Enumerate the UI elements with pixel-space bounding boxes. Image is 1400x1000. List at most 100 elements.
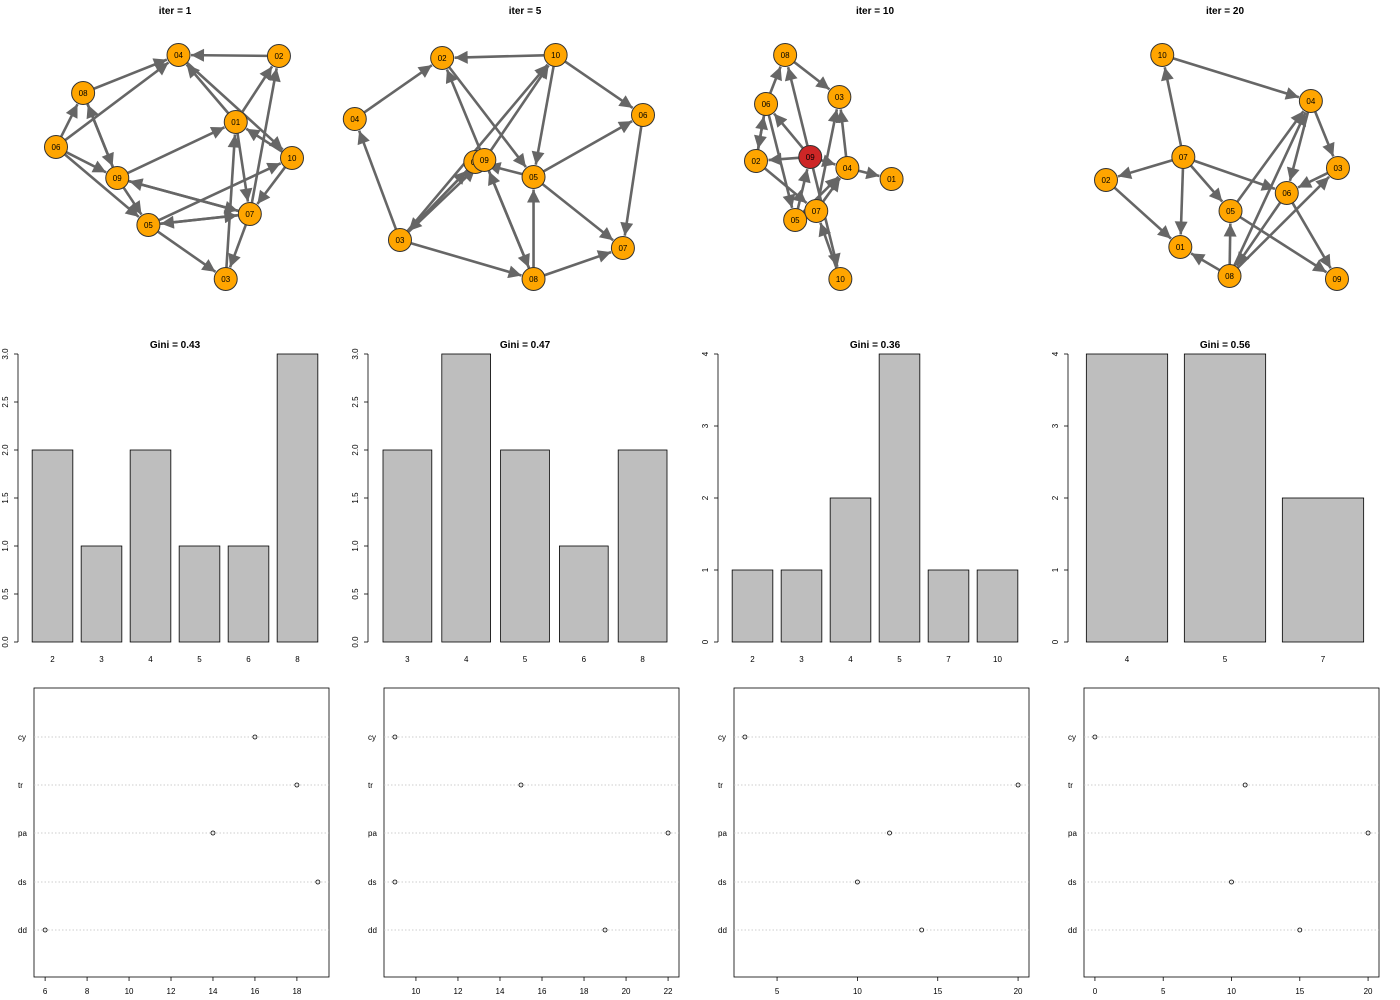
node-label: 02 xyxy=(274,52,283,61)
node xyxy=(387,228,412,252)
node-label: 08 xyxy=(79,89,88,98)
node-label: 10 xyxy=(288,154,297,163)
edge xyxy=(542,120,633,173)
y-tick-label: 0.0 xyxy=(1,636,10,648)
dot-panel: cy tr pa ds dd 10 12 14 16 18 20 22 xyxy=(368,687,680,996)
edge xyxy=(796,168,811,210)
bar-title: Gini = 0.56 xyxy=(1200,340,1251,351)
dot-row-label: dd xyxy=(1068,926,1077,935)
y-tick-label: 1 xyxy=(1051,567,1060,572)
node xyxy=(773,43,798,67)
x-tick-label: 3 xyxy=(799,655,804,664)
dot-point xyxy=(742,734,748,740)
node-label: 09 xyxy=(480,156,489,165)
bar xyxy=(1085,353,1169,643)
node xyxy=(44,135,68,159)
x-tick-label: 20 xyxy=(622,987,631,996)
y-tick-label: 2 xyxy=(1051,495,1060,500)
node-label: 10 xyxy=(836,275,845,284)
bar-panel: Gini = 0.36 0 1 2 3 4 2 3 4 5 7 10 xyxy=(701,340,1019,664)
node xyxy=(828,267,853,291)
x-tick-label: 2 xyxy=(50,655,55,664)
dot-row-label: pa xyxy=(368,829,377,838)
dot-point xyxy=(1297,927,1303,933)
edge xyxy=(489,64,550,152)
y-tick-label: 0.5 xyxy=(351,588,360,600)
y-tick-label: 1 xyxy=(701,567,710,572)
node-label: 09 xyxy=(113,174,122,183)
x-tick-label: 20 xyxy=(1014,987,1023,996)
dot-point xyxy=(665,830,671,836)
node-label: 07 xyxy=(1179,153,1188,162)
edge xyxy=(769,66,782,94)
node-label: 07 xyxy=(812,207,821,216)
node-label: 02 xyxy=(1102,176,1111,185)
node-label: 06 xyxy=(52,143,61,152)
node-label: 06 xyxy=(639,111,648,120)
edge xyxy=(1172,57,1300,100)
edge xyxy=(240,65,274,114)
edge xyxy=(1236,110,1305,203)
node xyxy=(543,43,568,67)
x-tick-label: 5 xyxy=(775,987,780,996)
x-tick-label: 10 xyxy=(993,655,1002,664)
edge xyxy=(448,66,527,168)
node-label: 07 xyxy=(245,210,254,219)
x-tick-label: 18 xyxy=(580,987,589,996)
node-label: 04 xyxy=(1306,97,1315,106)
dot-point xyxy=(854,879,860,885)
network-title: iter = 5 xyxy=(509,6,542,17)
dot-row-label: ds xyxy=(368,878,376,887)
edge xyxy=(487,170,530,268)
dot-point xyxy=(315,879,321,885)
node xyxy=(827,85,852,109)
x-tick-label: 5 xyxy=(1161,987,1166,996)
bar xyxy=(617,449,668,643)
y-tick-label: 3.0 xyxy=(1,348,10,360)
node xyxy=(1298,89,1323,113)
node xyxy=(1094,168,1118,192)
edge xyxy=(1117,159,1173,179)
dot-panel: cy tr pa ds dd 5 10 15 20 xyxy=(718,687,1030,996)
node xyxy=(237,202,262,226)
plot-frame xyxy=(33,687,330,978)
node-label: 05 xyxy=(529,173,538,182)
dot-panel: cy tr pa ds dd 0 5 10 15 20 xyxy=(1068,687,1380,996)
dot-row-label: tr xyxy=(18,781,23,790)
edge xyxy=(1233,111,1307,267)
dot-row-label: tr xyxy=(368,781,373,790)
bar-title: Gini = 0.36 xyxy=(850,340,901,351)
edge xyxy=(445,69,482,150)
network-panel: iter = 20 01 02 03 04 05 06 07 08 09 10 xyxy=(1094,6,1350,291)
dot-row-label: tr xyxy=(718,781,723,790)
dot-row-label: pa xyxy=(718,829,727,838)
x-tick-label: 8 xyxy=(640,655,645,664)
node xyxy=(798,145,823,169)
node-label: 02 xyxy=(438,54,447,63)
x-tick-label: 8 xyxy=(85,987,90,996)
x-tick-label: 6 xyxy=(246,655,251,664)
edge xyxy=(1291,202,1332,269)
edge xyxy=(1189,164,1224,203)
node-label: 10 xyxy=(551,51,560,60)
edge xyxy=(543,250,612,277)
x-tick-label: 4 xyxy=(148,655,153,664)
node-label: 07 xyxy=(618,244,627,253)
plot-frame xyxy=(733,687,1030,978)
dot-point xyxy=(887,830,892,836)
dot-point xyxy=(294,782,300,788)
dot-row-label: ds xyxy=(718,878,726,887)
edge xyxy=(160,213,239,229)
dot-row-label: cy xyxy=(718,733,726,742)
node-label: 05 xyxy=(1226,207,1235,216)
node-label: 01 xyxy=(1176,243,1185,252)
bar-panel: Gini = 0.47 0.0 0.5 1.0 1.5 2.0 2.5 3.0 3 4 5 6 8 xyxy=(351,340,668,664)
edge xyxy=(407,169,469,232)
node xyxy=(1150,43,1175,67)
y-tick-label: 2.0 xyxy=(351,444,360,456)
edge xyxy=(63,153,140,218)
dot-row-label: ds xyxy=(1068,878,1076,887)
edge xyxy=(406,63,549,233)
node xyxy=(1217,264,1242,288)
bar xyxy=(80,545,123,643)
